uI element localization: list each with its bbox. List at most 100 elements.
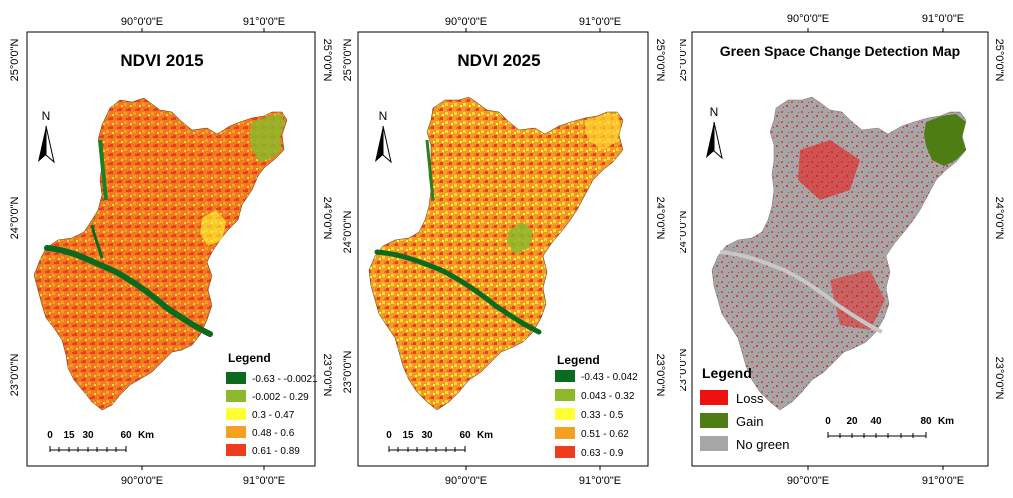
legend-swatch-5 <box>555 446 575 458</box>
right-tick-2: 24°0'0"N <box>654 197 666 240</box>
river-branch <box>90 224 104 259</box>
left-tick-2: 24°0'0"N <box>680 211 689 254</box>
river <box>44 245 213 337</box>
right-tick-2: 24°0'0"N <box>993 197 1005 240</box>
svg-text:15: 15 <box>63 430 75 441</box>
svg-text:30: 30 <box>82 430 94 441</box>
right-tick-1: 25°0'0"N <box>321 39 332 82</box>
legend-label-2: -0.002 - 0.29 <box>252 392 309 403</box>
map-panel-ndvi-2025: 90°0'0"E 91°0'0"E 90°0'0"E 91°0'0"E 25°0… <box>341 0 671 498</box>
bottom-tick-1: 90°0'0"E <box>121 475 163 487</box>
left-tick-1: 25°0'0"N <box>680 39 689 82</box>
scale-bar: 0 15 30 60 Km <box>386 430 493 452</box>
svg-text:15: 15 <box>402 430 414 441</box>
legend-label-gain: Gain <box>736 414 763 429</box>
svg-text:N: N <box>42 109 51 123</box>
legend-swatch-3 <box>226 408 246 420</box>
right-tick-1: 25°0'0"N <box>654 39 666 82</box>
map-frame <box>26 31 316 467</box>
vegetation-patch-yellow <box>200 210 226 246</box>
loss-patch <box>798 140 860 200</box>
river-branch-north <box>425 139 435 201</box>
svg-text:Km: Km <box>477 430 493 441</box>
map-svg-ndvi-2015: 90°0'0"E 91°0'0"E 90°0'0"E 91°0'0"E 25°0… <box>9 16 332 487</box>
legend-swatch-3 <box>555 408 575 420</box>
map-svg-change-detection: 90°0'0"E 91°0'0"E 90°0'0"E 91°0'0"E 25°0… <box>680 13 1005 487</box>
svg-text:0: 0 <box>47 430 53 441</box>
gain-patch <box>924 114 966 166</box>
river <box>719 250 883 334</box>
right-tick-3: 23°0'0"N <box>654 354 666 397</box>
svg-text:Km: Km <box>938 416 954 427</box>
region-shape <box>711 96 967 411</box>
legend-swatch-2 <box>555 389 575 401</box>
vegetation-patch <box>585 114 621 150</box>
left-tick-2: 24°0'0"N <box>9 197 21 240</box>
region-shape <box>33 97 288 411</box>
river-branch-north <box>98 139 108 201</box>
left-tick-1: 25°0'0"N <box>9 39 21 82</box>
north-arrow-icon: N <box>38 109 55 164</box>
legend-label-no-green: No green <box>736 437 789 452</box>
left-tick-3: 23°0'0"N <box>9 354 21 397</box>
legend: Loss Gain No green <box>700 390 789 452</box>
legend-label-4: 0.51 - 0.62 <box>581 429 629 440</box>
legend-swatch-no-green <box>700 436 728 451</box>
vegetation-patch <box>250 114 285 162</box>
legend-swatch-2 <box>226 390 246 402</box>
vegetation-patch-green <box>507 222 533 254</box>
top-tick-2: 91°0'0"E <box>579 16 621 28</box>
svg-text:0: 0 <box>386 430 392 441</box>
map-panel-change-detection: 90°0'0"E 91°0'0"E 90°0'0"E 91°0'0"E 25°0… <box>680 0 1010 498</box>
svg-text:0: 0 <box>825 416 831 427</box>
legend: -0.63 - -0.0021 -0.002 - 0.29 0.3 - 0.47… <box>226 372 318 457</box>
bottom-tick-1: 90°0'0"E <box>787 475 829 487</box>
top-tick-1: 90°0'0"E <box>787 13 829 25</box>
legend-label-2: 0.043 - 0.32 <box>581 391 635 402</box>
top-tick-1: 90°0'0"E <box>445 16 487 28</box>
left-tick-2: 24°0'0"N <box>342 211 354 254</box>
svg-text:20: 20 <box>846 416 858 427</box>
legend-title: Legend <box>557 353 600 367</box>
map-frame <box>357 31 649 467</box>
map-frame <box>691 31 989 467</box>
svg-text:N: N <box>379 109 388 123</box>
map-panel-ndvi-2015: 90°0'0"E 91°0'0"E 90°0'0"E 91°0'0"E 25°0… <box>2 0 332 498</box>
left-tick-1: 25°0'0"N <box>342 39 354 82</box>
right-tick-2: 24°0'0"N <box>321 197 332 240</box>
left-tick-3: 23°0'0"N <box>680 349 689 392</box>
top-tick-2: 91°0'0"E <box>243 16 285 28</box>
svg-text:80: 80 <box>920 416 932 427</box>
legend-label-1: -0.43 - 0.042 <box>581 372 638 383</box>
north-arrow-icon: N <box>706 105 723 160</box>
right-tick-3: 23°0'0"N <box>321 354 332 397</box>
left-tick-3: 23°0'0"N <box>342 351 354 394</box>
legend-swatch-4 <box>555 427 575 439</box>
svg-text:N: N <box>710 105 719 119</box>
svg-text:Km: Km <box>138 430 154 441</box>
legend-swatch-4 <box>226 426 246 438</box>
map-svg-ndvi-2025: 90°0'0"E 91°0'0"E 90°0'0"E 91°0'0"E 25°0… <box>342 16 666 487</box>
legend-label-3: 0.33 - 0.5 <box>581 410 624 421</box>
svg-text:60: 60 <box>459 430 471 441</box>
legend-label-5: 0.61 - 0.89 <box>252 446 300 457</box>
river <box>374 249 542 335</box>
legend-label-4: 0.48 - 0.6 <box>252 428 295 439</box>
bottom-tick-2: 91°0'0"E <box>922 475 964 487</box>
svg-text:40: 40 <box>870 416 882 427</box>
legend-label-loss: Loss <box>736 391 764 406</box>
right-tick-1: 25°0'0"N <box>993 39 1005 82</box>
legend-label-3: 0.3 - 0.47 <box>252 410 295 421</box>
svg-text:30: 30 <box>421 430 433 441</box>
loss-patch-south <box>830 270 885 330</box>
legend: -0.43 - 0.042 0.043 - 0.32 0.33 - 0.5 0.… <box>555 370 638 459</box>
map-title: NDVI 2015 <box>120 51 203 70</box>
legend-swatch-1 <box>226 372 246 384</box>
north-arrow-icon: N <box>375 109 392 164</box>
top-tick-1: 90°0'0"E <box>121 16 163 28</box>
legend-swatch-loss <box>700 390 728 405</box>
right-tick-3: 23°0'0"N <box>993 357 1005 400</box>
top-tick-2: 91°0'0"E <box>922 13 964 25</box>
scale-bar: 0 15 30 60 Km <box>47 430 154 452</box>
region-shape <box>368 96 624 411</box>
